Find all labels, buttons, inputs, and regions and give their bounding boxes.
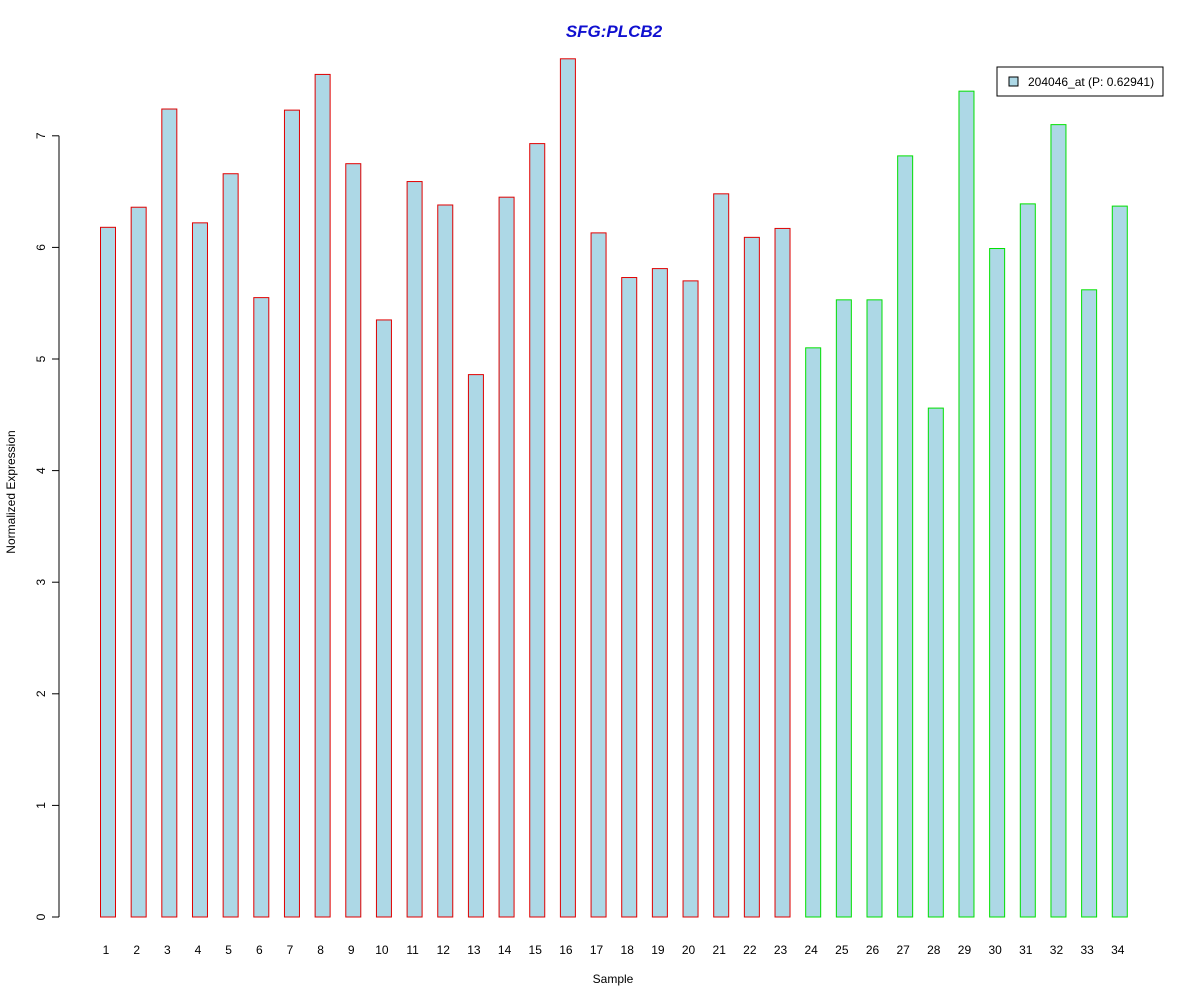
x-tick-label: 22 [743, 943, 757, 957]
bar-sample-31 [1019, 203, 1036, 918]
bar-sample-18 [621, 277, 638, 918]
x-axis-label: Sample [593, 972, 634, 986]
bar-sample-26 [866, 299, 883, 918]
x-tick-label: 5 [225, 943, 232, 957]
bar-sample-3 [161, 108, 178, 918]
x-tick-label: 12 [437, 943, 451, 957]
chart-title: SFG:PLCB2 [566, 22, 663, 41]
y-tick-label: 1 [34, 802, 48, 809]
y-tick-label: 6 [34, 244, 48, 251]
bar-sample-22 [743, 236, 760, 918]
x-tick-label: 7 [287, 943, 294, 957]
x-tick-label: 24 [805, 943, 819, 957]
y-axis-label: Normalized Expression [4, 430, 18, 553]
bar-sample-4 [191, 222, 208, 918]
x-tick-label: 15 [529, 943, 543, 957]
bar-sample-7 [283, 109, 300, 918]
bar-sample-19 [651, 268, 668, 918]
bar-sample-14 [498, 196, 515, 918]
y-tick-label: 7 [34, 132, 48, 139]
bar-sample-16 [559, 58, 576, 918]
bar-sample-12 [437, 204, 454, 918]
legend-swatch [1008, 76, 1019, 87]
bar-sample-10 [375, 319, 392, 918]
x-tick-label: 25 [835, 943, 849, 957]
x-tick-label: 8 [317, 943, 324, 957]
bar-sample-2 [130, 206, 147, 918]
bar-sample-1 [100, 226, 116, 918]
bar-sample-21 [713, 193, 730, 918]
legend-box [996, 66, 1164, 97]
x-tick-label: 27 [896, 943, 910, 957]
x-tick-label: 9 [348, 943, 355, 957]
y-tick-label: 0 [34, 913, 48, 920]
bar-sample-33 [1081, 289, 1098, 918]
legend-label: 204046_at (P: 0.62941) [1028, 75, 1154, 89]
x-tick-label: 19 [651, 943, 665, 957]
bar-sample-25 [835, 299, 852, 918]
x-tick-label: 18 [621, 943, 635, 957]
bar-sample-24 [805, 347, 822, 918]
bar-sample-23 [774, 227, 791, 918]
bar-sample-13 [467, 374, 484, 918]
x-tick-label: 4 [195, 943, 202, 957]
bar-sample-17 [590, 232, 607, 918]
x-tick-label: 28 [927, 943, 941, 957]
x-tick-label: 3 [164, 943, 171, 957]
x-tick-label: 11 [406, 943, 419, 957]
x-tick-label: 29 [958, 943, 972, 957]
x-tick-label: 31 [1019, 943, 1033, 957]
bar-sample-8 [314, 73, 331, 918]
legend: 204046_at (P: 0.62941) [996, 66, 1164, 97]
bar-sample-20 [682, 280, 699, 918]
x-tick-label: 23 [774, 943, 788, 957]
bar-sample-5 [222, 173, 239, 918]
bar-sample-11 [406, 181, 423, 918]
y-axis: 0 1 2 3 4 5 6 7 [34, 132, 60, 920]
x-tick-label: 16 [559, 943, 573, 957]
x-tick-label: 26 [866, 943, 880, 957]
bar-sample-15 [529, 143, 546, 918]
y-tick-label: 3 [34, 579, 48, 586]
x-tick-label: 20 [682, 943, 696, 957]
bar-sample-9 [345, 163, 362, 918]
bar-sample-6 [253, 297, 270, 918]
bar-sample-30 [989, 248, 1006, 918]
x-tick-label: 13 [467, 943, 481, 957]
x-tick-label: 14 [498, 943, 512, 957]
bar-sample-28 [927, 407, 944, 918]
x-tick-label: 1 [103, 943, 110, 957]
x-tick-label: 10 [375, 943, 389, 957]
y-tick-label: 2 [34, 690, 48, 697]
bar-sample-34 [1111, 205, 1128, 918]
y-tick-label: 4 [34, 467, 48, 474]
bar-sample-29 [958, 90, 975, 918]
bars-group [100, 58, 1128, 918]
x-tick-label: 33 [1080, 943, 1094, 957]
x-tick-label: 34 [1111, 943, 1125, 957]
x-tick-label: 17 [590, 943, 604, 957]
bar-sample-27 [897, 155, 914, 918]
bar-sample-32 [1050, 124, 1067, 918]
x-tick-label: 21 [713, 943, 727, 957]
y-tick-label: 5 [34, 355, 48, 362]
x-tick-label: 2 [133, 943, 140, 957]
x-tick-label: 32 [1050, 943, 1064, 957]
x-tick-label: 30 [988, 943, 1002, 957]
x-tick-labels: 1 2 3 4 5 6 7 8 9 10 11 12 13 14 15 16 17 18 19 20 21 22 23 24 2… [103, 943, 1125, 957]
x-tick-label: 6 [256, 943, 263, 957]
